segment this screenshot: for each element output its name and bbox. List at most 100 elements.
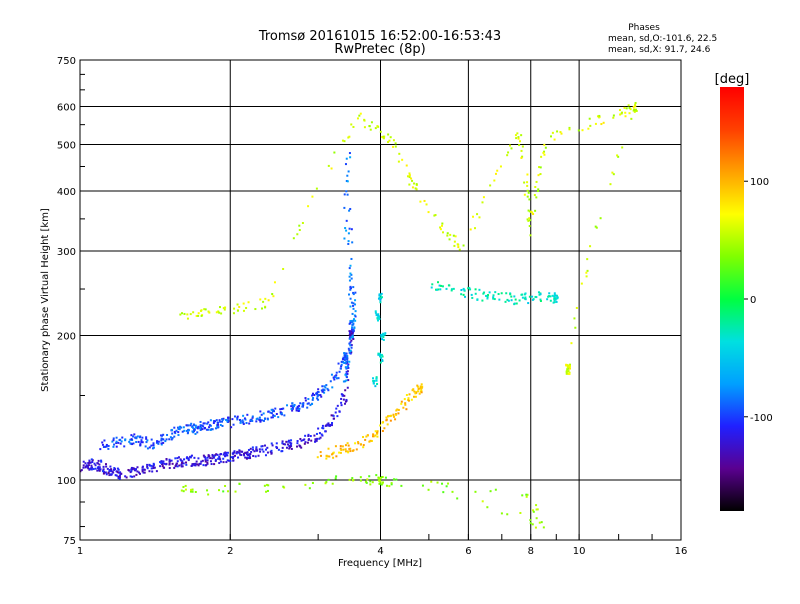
echo-point [387, 414, 390, 417]
echo-point [165, 463, 168, 466]
echo-point [379, 130, 382, 133]
echo-point [346, 180, 349, 183]
echo-point [344, 352, 347, 355]
echo-point [230, 456, 233, 459]
echo-point [295, 409, 298, 412]
echo-point [144, 445, 147, 448]
echo-point [173, 466, 176, 469]
echo-point [351, 335, 354, 338]
echo-point [357, 441, 360, 444]
echo-point [262, 412, 265, 415]
echo-point [139, 442, 142, 445]
echo-point [136, 466, 139, 469]
echo-point [420, 391, 423, 394]
echo-point [224, 484, 227, 487]
echo-point [160, 460, 163, 463]
echo-point [553, 299, 556, 302]
echo-point [440, 224, 443, 227]
echo-point [82, 460, 85, 463]
echo-point [349, 321, 352, 324]
echo-point [145, 436, 148, 439]
echo-point [538, 166, 541, 169]
echo-point [243, 454, 246, 457]
echo-point [238, 451, 241, 454]
echo-point [190, 422, 193, 425]
echo-point [113, 468, 116, 471]
echo-point [330, 414, 333, 417]
echo-point [343, 206, 346, 209]
echo-point [474, 490, 477, 493]
echo-point [440, 284, 443, 287]
echo-point [242, 422, 245, 425]
echo-point [540, 521, 543, 524]
echo-point [159, 465, 162, 468]
echo-point [255, 420, 258, 423]
echo-point [255, 418, 258, 421]
echo-point [156, 440, 159, 443]
echo-point [258, 448, 261, 451]
echo-point [405, 393, 408, 396]
echo-point [206, 422, 209, 425]
echo-point [362, 444, 365, 447]
echo-point [306, 402, 309, 405]
echo-point [419, 385, 422, 388]
echo-point [542, 526, 545, 529]
echo-point [379, 480, 382, 483]
echo-point [297, 407, 300, 410]
echo-point [249, 452, 252, 455]
echo-point [382, 338, 385, 341]
echo-point [218, 456, 221, 459]
echo-point [315, 439, 318, 442]
echo-point [456, 497, 459, 500]
echo-point [357, 442, 360, 445]
echo-point [346, 442, 349, 445]
echo-point [481, 500, 484, 503]
echo-point [110, 470, 113, 473]
echo-point [265, 490, 268, 493]
echo-point [538, 293, 541, 296]
echo-point [272, 414, 275, 417]
echo-point [348, 478, 351, 481]
echo-point [382, 336, 385, 339]
echo-point [136, 470, 139, 473]
echo-point [388, 139, 391, 142]
echo-point [112, 437, 115, 440]
echo-point [532, 510, 535, 513]
echo-point [125, 476, 128, 479]
echo-point [345, 366, 348, 369]
echo-point [352, 125, 355, 128]
echo-point [621, 146, 624, 149]
echo-point [419, 200, 422, 203]
echo-point [242, 309, 245, 312]
echo-point [132, 435, 135, 438]
echo-point [377, 353, 380, 356]
echo-point [192, 311, 195, 314]
echo-point [190, 454, 193, 457]
echo-point [181, 461, 184, 464]
echo-point [384, 476, 387, 479]
echo-point [219, 420, 222, 423]
echo-point [152, 444, 155, 447]
echo-point [316, 456, 319, 459]
echo-point [291, 409, 294, 412]
echo-point [120, 472, 123, 475]
echo-point [315, 432, 318, 435]
echo-point [456, 243, 459, 246]
echo-point [129, 442, 132, 445]
echo-point [206, 462, 209, 465]
echo-point [332, 451, 335, 454]
echo-point [258, 416, 261, 419]
echo-point [193, 456, 196, 459]
echo-point [117, 475, 120, 478]
echo-point [462, 287, 465, 290]
echo-point [233, 307, 236, 310]
echo-point [261, 448, 264, 451]
echo-point [340, 360, 343, 363]
echo-point [317, 391, 320, 394]
echo-point [355, 448, 358, 451]
echo-point [570, 342, 573, 345]
echo-point [106, 467, 109, 470]
echo-point [160, 439, 163, 442]
echo-point [352, 304, 355, 307]
echo-point [330, 373, 333, 376]
